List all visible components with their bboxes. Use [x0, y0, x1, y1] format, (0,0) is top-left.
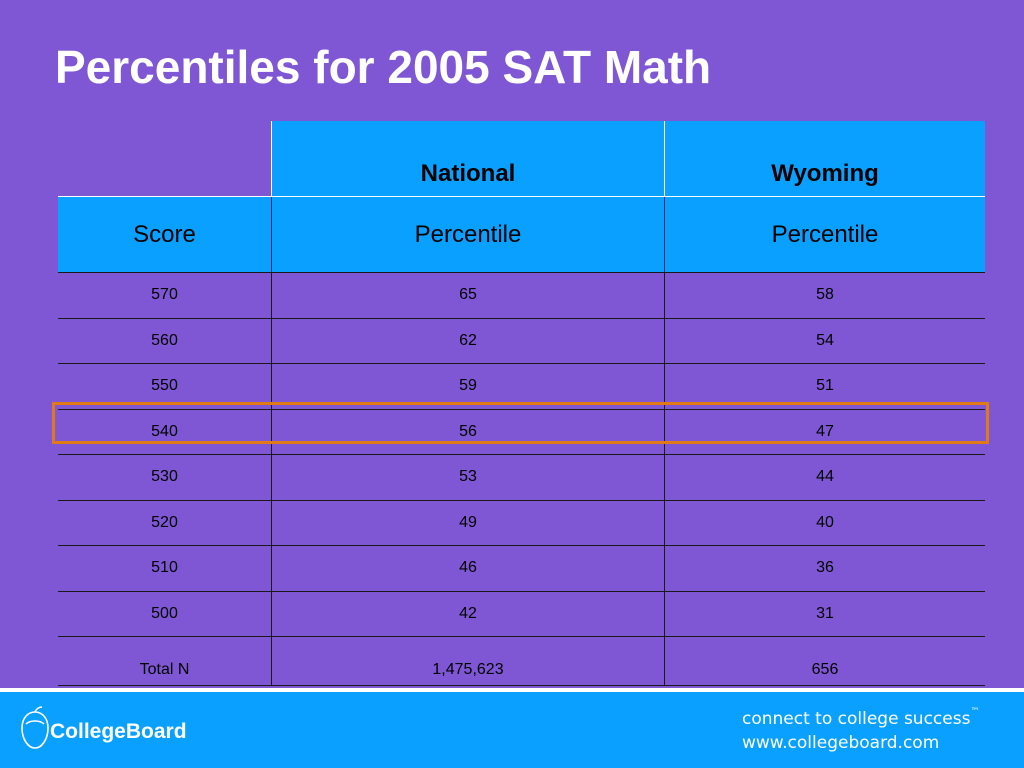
- score-cell: 500: [151, 604, 178, 622]
- national-percentile-cell: 62: [271, 318, 665, 363]
- score-cell: 540: [151, 422, 178, 440]
- national-percentile-cell: 65: [271, 273, 665, 318]
- score-cell: 570: [151, 286, 178, 304]
- percentile-table: National Wyoming Score Percentile Percen…: [58, 121, 985, 686]
- total-row: Total N 1,475,623 656: [58, 636, 985, 686]
- table-row: 560 62 54: [58, 317, 985, 363]
- table-row: 570 65 58: [58, 272, 985, 318]
- table-row: 530 53 44: [58, 454, 985, 500]
- score-cell: 510: [151, 559, 178, 577]
- national-percentile-cell: 59: [271, 364, 665, 409]
- column-header-wyoming-percentile: Percentile: [771, 220, 879, 248]
- collegeboard-logo-text: CollegeBoard: [50, 720, 187, 743]
- wyoming-percentile-cell: 51: [816, 377, 834, 395]
- wyoming-percentile-cell: 31: [816, 604, 834, 622]
- wyoming-percentile-cell: 58: [816, 286, 834, 304]
- column-header-score: Score: [133, 220, 196, 248]
- group-header-wyoming: Wyoming: [665, 121, 985, 196]
- table-row: 510 46 36: [58, 545, 985, 591]
- trademark-mark: ™: [970, 707, 980, 717]
- wyoming-total-cell: 656: [811, 661, 839, 678]
- table-row: 520 49 40: [58, 499, 985, 545]
- table-row: 550 59 51: [58, 363, 985, 409]
- footer-tagline: connect to college success™: [742, 707, 980, 729]
- national-percentile-cell: 53: [271, 455, 665, 500]
- slide-title: Percentiles for 2005 SAT Math: [55, 41, 712, 93]
- wyoming-percentile-cell: 47: [816, 422, 834, 440]
- wyoming-percentile-cell: 54: [816, 331, 834, 349]
- score-cell: 560: [151, 331, 178, 349]
- table-row: 500 42 31: [58, 590, 985, 636]
- column-header-national-percentile: Percentile: [271, 197, 665, 272]
- national-percentile-cell: 42: [271, 591, 665, 636]
- group-header-national: National: [271, 121, 665, 196]
- footer-tagline-text: connect to college success: [742, 709, 971, 729]
- score-cell: 520: [151, 513, 178, 531]
- score-cell: 530: [151, 468, 178, 486]
- acorn-logo-icon: [21, 706, 49, 749]
- national-total-cell: 1,475,623: [271, 637, 665, 685]
- wyoming-percentile-cell: 44: [816, 468, 834, 486]
- group-header-row: National Wyoming: [58, 121, 985, 196]
- footer-url[interactable]: www.collegeboard.com: [742, 733, 940, 753]
- footer-bar: CollegeBoard connect to college success™…: [0, 688, 1024, 768]
- national-percentile-cell: 46: [271, 546, 665, 591]
- national-percentile-cell: 56: [271, 409, 665, 454]
- total-label-cell: Total N: [139, 661, 190, 678]
- wyoming-percentile-cell: 36: [816, 559, 834, 577]
- national-percentile-cell: 49: [271, 500, 665, 545]
- table-row-highlighted: 540 56 47: [58, 408, 985, 454]
- wyoming-percentile-cell: 40: [816, 513, 834, 531]
- score-cell: 550: [151, 377, 178, 395]
- group-header-empty: [58, 121, 271, 196]
- column-header-row: Score Percentile Percentile: [58, 196, 985, 272]
